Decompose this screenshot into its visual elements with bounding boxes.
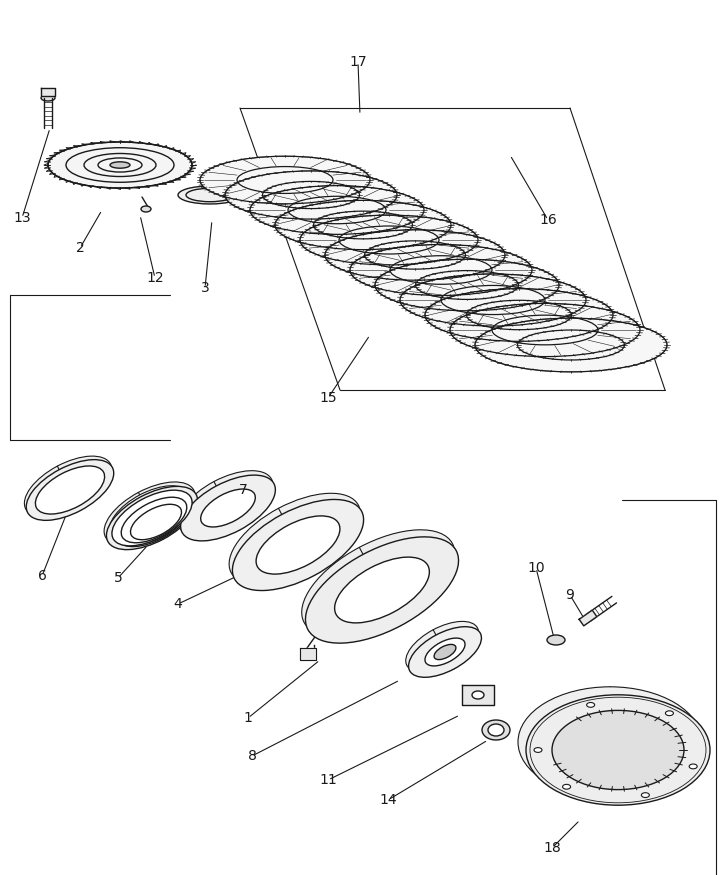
Ellipse shape bbox=[325, 230, 505, 280]
Text: 3: 3 bbox=[200, 281, 209, 295]
Ellipse shape bbox=[563, 784, 571, 789]
Ellipse shape bbox=[450, 304, 640, 357]
Polygon shape bbox=[41, 88, 55, 96]
Ellipse shape bbox=[302, 529, 454, 636]
Ellipse shape bbox=[547, 635, 565, 645]
Ellipse shape bbox=[472, 691, 484, 699]
Ellipse shape bbox=[534, 747, 542, 752]
Ellipse shape bbox=[544, 703, 676, 781]
Text: 13: 13 bbox=[13, 211, 30, 225]
Ellipse shape bbox=[488, 724, 504, 736]
Ellipse shape bbox=[119, 493, 184, 538]
Ellipse shape bbox=[475, 318, 667, 372]
Text: 8: 8 bbox=[248, 749, 256, 763]
Ellipse shape bbox=[250, 186, 424, 235]
Text: 1: 1 bbox=[243, 711, 253, 725]
Ellipse shape bbox=[306, 537, 459, 643]
Ellipse shape bbox=[253, 510, 337, 568]
Text: 6: 6 bbox=[38, 569, 46, 583]
Ellipse shape bbox=[26, 459, 114, 521]
Ellipse shape bbox=[112, 490, 192, 546]
Ellipse shape bbox=[587, 703, 595, 707]
Polygon shape bbox=[579, 610, 597, 626]
Text: 18: 18 bbox=[543, 841, 561, 855]
Ellipse shape bbox=[110, 486, 189, 542]
Ellipse shape bbox=[422, 633, 462, 661]
Text: 10: 10 bbox=[527, 561, 544, 575]
Ellipse shape bbox=[178, 186, 242, 204]
Ellipse shape bbox=[256, 516, 340, 574]
Ellipse shape bbox=[123, 497, 185, 540]
Text: 15: 15 bbox=[319, 391, 337, 405]
Polygon shape bbox=[300, 648, 316, 660]
Ellipse shape bbox=[335, 557, 429, 623]
Ellipse shape bbox=[406, 621, 478, 672]
Ellipse shape bbox=[33, 462, 103, 510]
Ellipse shape bbox=[425, 638, 465, 666]
Ellipse shape bbox=[331, 550, 425, 616]
Text: 17: 17 bbox=[349, 55, 367, 69]
Text: 7: 7 bbox=[239, 483, 248, 497]
Ellipse shape bbox=[350, 244, 532, 296]
Text: 12: 12 bbox=[146, 271, 164, 285]
Ellipse shape bbox=[482, 720, 510, 740]
Ellipse shape bbox=[125, 500, 187, 543]
Ellipse shape bbox=[48, 142, 192, 188]
Ellipse shape bbox=[375, 259, 559, 311]
Ellipse shape bbox=[400, 274, 586, 326]
Ellipse shape bbox=[641, 793, 649, 797]
Ellipse shape bbox=[113, 489, 190, 542]
Ellipse shape bbox=[200, 489, 256, 527]
Ellipse shape bbox=[41, 95, 55, 101]
Ellipse shape bbox=[225, 171, 397, 219]
Ellipse shape bbox=[36, 466, 105, 514]
Ellipse shape bbox=[129, 500, 179, 536]
Ellipse shape bbox=[141, 206, 151, 212]
Ellipse shape bbox=[229, 493, 360, 584]
Text: 9: 9 bbox=[566, 588, 574, 602]
Ellipse shape bbox=[121, 497, 187, 542]
Ellipse shape bbox=[409, 626, 481, 677]
Text: 4: 4 bbox=[174, 597, 182, 611]
Ellipse shape bbox=[104, 482, 195, 545]
Ellipse shape bbox=[689, 764, 697, 769]
Ellipse shape bbox=[198, 485, 253, 522]
Text: 14: 14 bbox=[379, 793, 397, 807]
Ellipse shape bbox=[518, 687, 702, 797]
Text: 5: 5 bbox=[114, 571, 123, 585]
Text: 16: 16 bbox=[539, 213, 557, 227]
Text: 11: 11 bbox=[319, 773, 337, 787]
Ellipse shape bbox=[425, 289, 613, 341]
Ellipse shape bbox=[275, 200, 451, 249]
Ellipse shape bbox=[131, 504, 182, 540]
Ellipse shape bbox=[552, 710, 684, 789]
Ellipse shape bbox=[300, 215, 478, 265]
Ellipse shape bbox=[200, 157, 370, 204]
Ellipse shape bbox=[179, 471, 273, 536]
Ellipse shape bbox=[25, 456, 112, 517]
Text: 2: 2 bbox=[76, 241, 84, 255]
Ellipse shape bbox=[526, 695, 710, 805]
Ellipse shape bbox=[434, 644, 456, 660]
Ellipse shape bbox=[110, 162, 130, 168]
Ellipse shape bbox=[115, 493, 192, 547]
Ellipse shape bbox=[107, 487, 197, 550]
Ellipse shape bbox=[666, 710, 674, 716]
Ellipse shape bbox=[181, 475, 275, 541]
Ellipse shape bbox=[232, 500, 364, 591]
Polygon shape bbox=[462, 685, 494, 705]
